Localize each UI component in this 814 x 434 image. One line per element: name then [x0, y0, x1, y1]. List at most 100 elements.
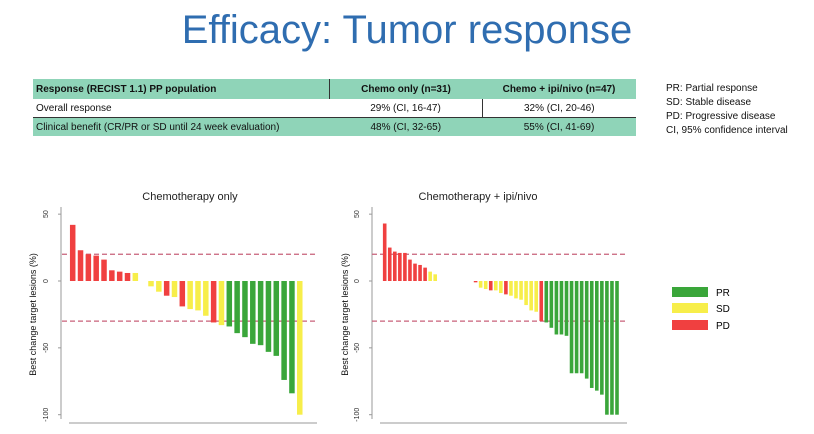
bar-sd: [433, 274, 437, 281]
bar-sd: [132, 272, 139, 281]
bar-pd: [101, 259, 107, 281]
bar-sd: [509, 281, 513, 296]
bar-pd: [408, 259, 412, 281]
row-label: Clinical benefit (CR/PR or SD until 24 w…: [33, 117, 330, 136]
bar-pr: [257, 281, 264, 346]
bar-pd: [413, 263, 417, 281]
response-table: Response (RECIST 1.1) PP population Chem…: [33, 79, 636, 136]
bar-sd: [514, 281, 518, 299]
abbreviation-list: PR: Partial response SD: Stable disease …: [666, 82, 788, 138]
bar-pd: [85, 254, 92, 281]
bar-sd: [499, 281, 503, 294]
bar-pd: [504, 281, 508, 295]
bar-pr: [250, 281, 256, 344]
bar-pr: [564, 281, 569, 336]
y-tick-label: -50: [354, 343, 361, 353]
bar-sd: [218, 281, 225, 326]
bar-pr: [289, 281, 295, 394]
abbreviation: CI, 95% confidence interval: [666, 125, 788, 136]
legend-label-pr: PR: [716, 288, 730, 299]
bar-pr: [589, 281, 594, 388]
chart-title: Chemotherapy + ipi/nivo: [419, 191, 538, 203]
bar-pd: [382, 223, 387, 281]
bar-sd: [534, 281, 538, 312]
y-tick-label: -100: [43, 408, 50, 422]
bar-pr: [242, 281, 248, 338]
bar-pd: [488, 281, 493, 291]
row-label: Overall response: [33, 99, 330, 118]
legend-swatch-sd: [672, 303, 708, 313]
bar-pd: [109, 270, 115, 281]
bar-sd: [494, 281, 498, 291]
table-row: Overall response 29% (CI, 16-47) 32% (CI…: [33, 99, 636, 118]
bar-pr: [554, 281, 559, 335]
bar-pr: [600, 281, 604, 395]
bar-pr: [281, 281, 287, 380]
bar-sd: [524, 281, 528, 306]
y-tick-label: 50: [43, 210, 50, 218]
bar-pr: [569, 281, 574, 374]
y-axis-label: Best change target lesions (%): [28, 253, 38, 376]
bar-pd: [116, 271, 123, 281]
y-axis-label: Best change target lesions (%): [340, 253, 350, 376]
bar-sd: [156, 281, 162, 292]
bar-pr: [234, 281, 240, 334]
bar-pd: [179, 281, 186, 307]
legend-swatch-pd: [672, 320, 708, 330]
bar-pr: [579, 281, 584, 374]
bar-pd: [423, 267, 427, 281]
table-cell: 32% (CI, 20-46): [481, 99, 636, 118]
bar-sd: [203, 281, 209, 316]
bar-pd: [387, 247, 392, 281]
bar-pr: [574, 281, 579, 374]
bar-sd: [171, 281, 178, 298]
bar-pr: [605, 281, 609, 415]
bar-sd: [478, 281, 483, 288]
bar-pd: [210, 281, 217, 323]
header-cell: Response (RECIST 1.1) PP population: [33, 79, 330, 99]
bar-pd: [77, 250, 84, 281]
legend: PR SD PD: [672, 287, 730, 332]
bar-pr: [265, 281, 272, 352]
legend-label-sd: SD: [716, 304, 730, 315]
bar-sd: [148, 281, 154, 287]
bar-pd: [473, 281, 478, 283]
bar-pr: [544, 281, 549, 323]
bar-sd: [529, 281, 533, 311]
slide-title: Efficacy: Tumor response: [181, 8, 633, 52]
bar-pd: [93, 255, 99, 281]
bar-pd: [163, 281, 170, 296]
y-tick-label: -50: [43, 343, 50, 353]
y-tick-label: -100: [354, 408, 361, 422]
header-cell: Chemo only (n=31): [329, 79, 482, 99]
bar-pd: [398, 252, 402, 281]
bar-sd: [195, 281, 201, 311]
bar-pd: [539, 281, 544, 322]
bar-pd: [393, 251, 397, 281]
y-tick-label: 50: [354, 210, 361, 218]
bar-sd: [519, 281, 523, 300]
table-row: Clinical benefit (CR/PR or SD until 24 w…: [33, 117, 636, 136]
chart-title: Chemotherapy only: [142, 191, 238, 203]
bar-sd: [187, 281, 193, 310]
y-tick-label: 0: [354, 279, 361, 283]
bar-pd: [124, 272, 131, 281]
bar-sd: [297, 281, 303, 415]
bar-sd: [428, 271, 432, 281]
bar-pr: [584, 281, 589, 379]
bar-pr: [615, 281, 619, 415]
y-tick-label: 0: [43, 279, 50, 283]
legend-label-pd: PD: [716, 321, 730, 332]
bar-pd: [418, 264, 422, 281]
header-cell: Chemo + ipi/nivo (n=47): [482, 79, 636, 99]
abbreviation: PR: Partial response: [666, 83, 758, 94]
abbreviation: PD: Progressive disease: [666, 111, 776, 122]
bar-pr: [226, 281, 233, 327]
bar-pr: [559, 281, 564, 335]
bar-pr: [595, 281, 599, 391]
legend-swatch-pr: [672, 287, 708, 297]
table-cell: 55% (CI, 41-69): [482, 117, 636, 136]
table-cell: 29% (CI, 16-47): [329, 99, 482, 118]
bar-pr: [549, 281, 554, 328]
